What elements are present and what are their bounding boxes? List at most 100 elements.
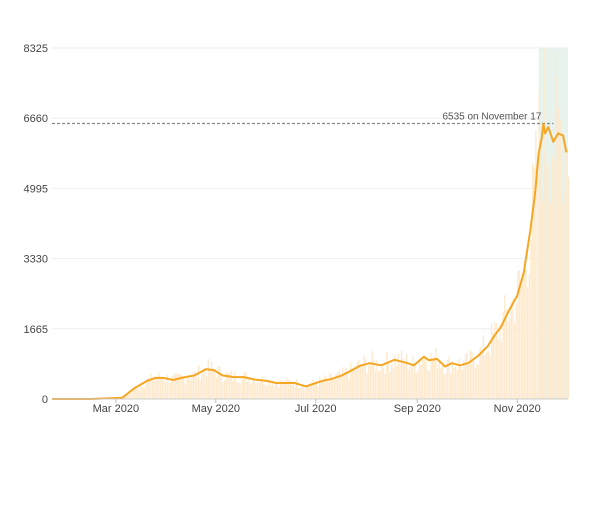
- daily-bar: [206, 376, 207, 399]
- x-tick-label: Mar 2020: [93, 403, 139, 415]
- daily-bar: [190, 380, 191, 399]
- daily-bar: [385, 374, 386, 399]
- daily-bar: [516, 303, 517, 399]
- daily-bar: [424, 356, 425, 399]
- daily-bar: [209, 370, 210, 399]
- daily-bar: [347, 373, 348, 399]
- daily-bar: [540, 149, 541, 399]
- daily-bar: [204, 370, 205, 399]
- daily-bar: [498, 340, 499, 399]
- daily-bar: [270, 386, 271, 399]
- daily-bar: [373, 359, 374, 399]
- daily-bar: [425, 361, 426, 399]
- daily-bar: [340, 375, 341, 399]
- daily-bar: [139, 388, 140, 399]
- daily-bar: [165, 381, 166, 399]
- y-tick-label: 6660: [24, 113, 48, 125]
- daily-bar: [352, 369, 353, 399]
- gridlines: [52, 48, 568, 329]
- daily-bar: [221, 378, 222, 399]
- daily-bar: [199, 380, 200, 399]
- daily-bar: [367, 373, 368, 399]
- daily-bar: [511, 302, 512, 399]
- daily-bar: [399, 365, 400, 399]
- daily-bar: [489, 355, 490, 399]
- daily-bar: [565, 194, 566, 399]
- daily-bar: [550, 203, 551, 399]
- daily-bar: [353, 366, 354, 399]
- y-tick-label: 8325: [24, 43, 48, 55]
- daily-bar: [432, 360, 433, 399]
- daily-bar: [532, 163, 533, 399]
- daily-bar: [329, 373, 330, 399]
- daily-bar: [334, 378, 335, 399]
- daily-bar: [548, 166, 549, 399]
- daily-bar: [445, 374, 446, 399]
- daily-bar: [272, 383, 273, 399]
- daily-bar: [317, 386, 318, 399]
- daily-bar: [380, 371, 381, 399]
- daily-bar: [150, 373, 151, 399]
- daily-bar: [168, 383, 169, 399]
- x-tick-label: May 2020: [192, 403, 240, 415]
- daily-bar: [263, 384, 264, 399]
- daily-bar: [237, 383, 238, 399]
- daily-bar: [308, 386, 309, 399]
- daily-bar: [412, 355, 413, 399]
- daily-bar: [260, 382, 261, 399]
- daily-bar: [250, 384, 251, 399]
- daily-bar: [488, 351, 489, 399]
- daily-bar: [473, 361, 474, 399]
- daily-bar: [132, 390, 133, 399]
- daily-bar: [394, 355, 395, 399]
- daily-bar: [175, 373, 176, 399]
- daily-bar: [255, 385, 256, 399]
- daily-bar: [201, 374, 202, 399]
- daily-bar: [231, 371, 232, 399]
- daily-bar: [561, 205, 562, 399]
- daily-bar: [330, 374, 331, 399]
- daily-bar: [437, 368, 438, 399]
- daily-bar: [416, 372, 417, 399]
- daily-bar: [235, 381, 236, 399]
- daily-bar: [216, 377, 217, 399]
- daily-bar: [421, 365, 422, 399]
- daily-bar: [547, 168, 548, 399]
- daily-bar: [276, 383, 277, 399]
- daily-bar: [291, 385, 292, 399]
- daily-bar: [486, 352, 487, 399]
- daily-bar: [278, 388, 279, 399]
- daily-bar: [381, 364, 382, 399]
- daily-bar: [527, 287, 528, 399]
- daily-bar: [208, 359, 209, 399]
- daily-bar: [312, 380, 313, 399]
- daily-bar: [499, 324, 500, 399]
- daily-bar: [558, 107, 559, 399]
- daily-bar: [404, 364, 405, 399]
- daily-bar: [234, 372, 235, 399]
- daily-bar: [214, 370, 215, 399]
- daily-bar: [240, 383, 241, 399]
- daily-bar: [529, 274, 530, 399]
- daily-bar: [196, 378, 197, 399]
- daily-bar: [265, 384, 266, 399]
- daily-bar: [350, 362, 351, 399]
- daily-bar: [170, 382, 171, 399]
- daily-bar: [267, 386, 268, 399]
- daily-bar: [375, 371, 376, 399]
- daily-bar: [275, 382, 276, 399]
- daily-bar: [140, 385, 141, 399]
- daily-bar: [163, 381, 164, 399]
- daily-bar: [162, 378, 163, 399]
- daily-bar: [563, 135, 564, 399]
- daily-bar: [427, 370, 428, 399]
- x-tick-label: Nov 2020: [494, 403, 541, 415]
- daily-bar: [314, 383, 315, 399]
- daily-bar: [186, 379, 187, 399]
- daily-bar: [219, 366, 220, 399]
- daily-bar: [252, 381, 253, 399]
- daily-bar: [309, 386, 310, 399]
- daily-bar: [144, 387, 145, 399]
